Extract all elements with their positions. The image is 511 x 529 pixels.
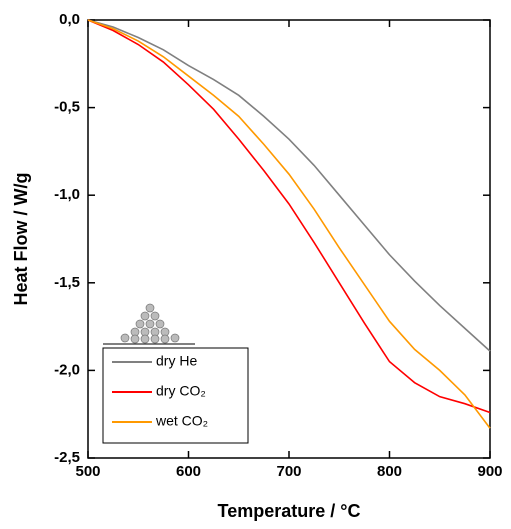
- particles-icon: [120, 303, 180, 344]
- y-axis-label: Heat Flow / W/g: [11, 173, 31, 306]
- y-tick-label: -2,5: [54, 449, 80, 466]
- y-tick-label: -2,0: [54, 361, 80, 378]
- x-tick-label: 900: [477, 463, 502, 480]
- x-tick-label: 700: [276, 463, 301, 480]
- x-tick-label: 600: [176, 463, 201, 480]
- data-line: [87, 19, 491, 352]
- legend-label: wet CO₂: [155, 413, 208, 429]
- y-tick-label: -0,5: [54, 99, 80, 116]
- legend-label: dry He: [156, 353, 197, 369]
- x-tick-label: 500: [75, 463, 100, 480]
- y-tick-label: -1,5: [54, 274, 80, 291]
- y-tick-label: -1,0: [54, 186, 80, 203]
- x-tick-label: 800: [377, 463, 402, 480]
- legend: dry He dry CO₂ wet CO₂: [112, 353, 208, 429]
- y-tick-label: 0,0: [59, 11, 80, 28]
- legend-box: [102, 347, 249, 444]
- data-line: [87, 19, 491, 414]
- x-axis-label: Temperature / °C: [218, 501, 361, 521]
- legend-label: dry CO₂: [156, 383, 206, 399]
- data-line: [87, 19, 491, 429]
